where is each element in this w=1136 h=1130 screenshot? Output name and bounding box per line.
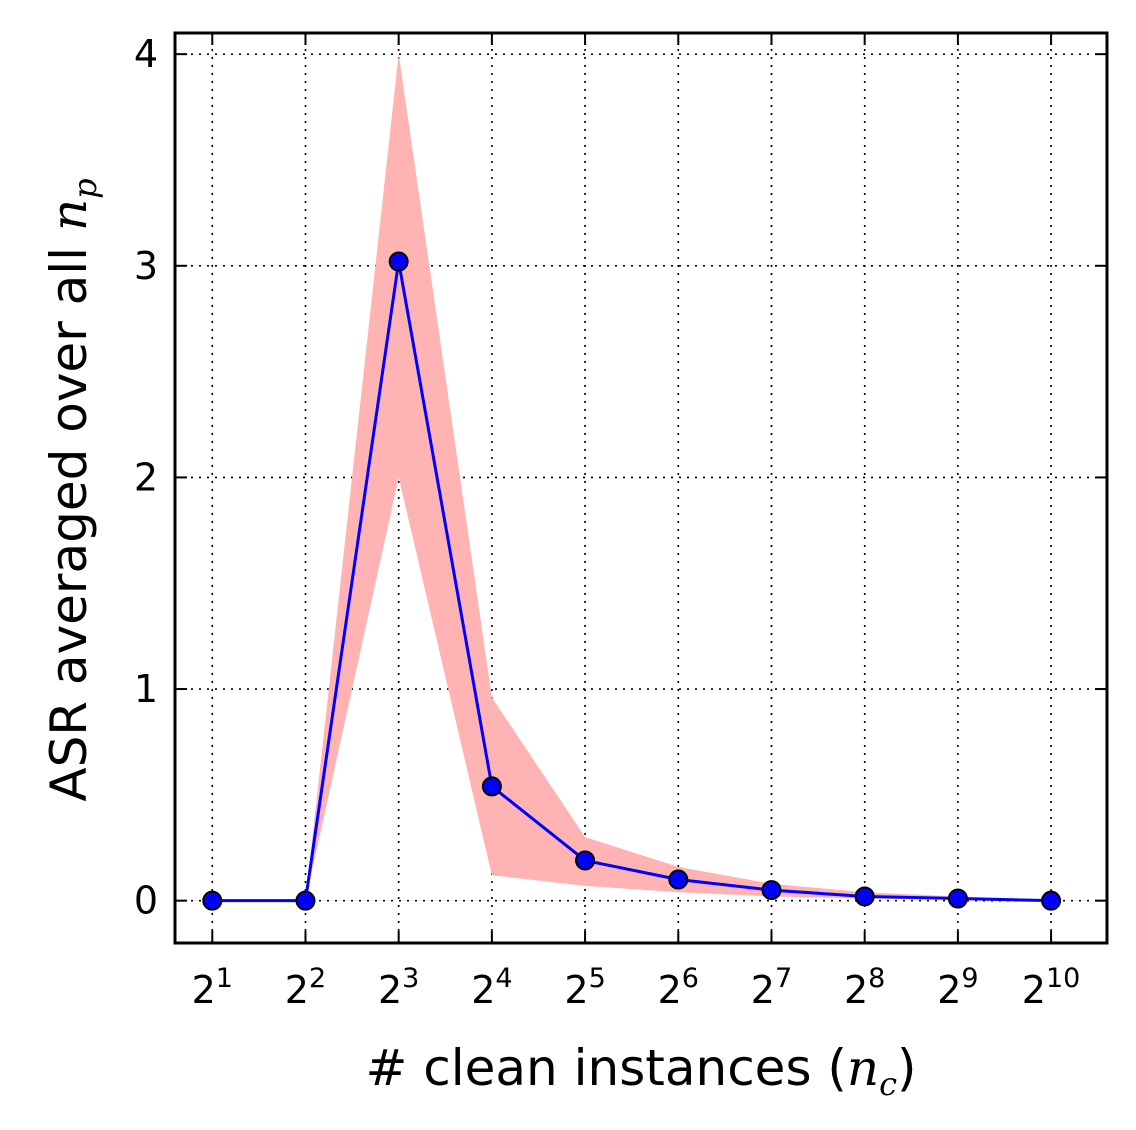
x-axis-label: # clean instances (nc) — [365, 1039, 916, 1103]
x-tick-label: 21 — [192, 963, 233, 1012]
y-tick-label: 3 — [134, 244, 158, 288]
y-tick-labels: 0 1 2 3 4 — [134, 32, 158, 923]
x-tick-label: 23 — [378, 963, 419, 1012]
data-point — [668, 869, 689, 890]
y-axis-label: ASR averaged over all np — [40, 178, 104, 801]
y-tick-label: 0 — [134, 879, 158, 923]
grid-lines — [175, 33, 1107, 943]
axis-ticks — [175, 33, 1107, 943]
data-point — [295, 890, 316, 911]
data-point — [202, 890, 223, 911]
data-line — [212, 261, 1052, 903]
x-tick-label: 22 — [285, 963, 326, 1012]
y-tick-label: 4 — [134, 32, 158, 76]
data-point — [947, 888, 968, 909]
x-tick-label: 24 — [471, 963, 512, 1012]
data-point — [761, 880, 782, 901]
data-point — [575, 850, 596, 871]
x-tick-label: 29 — [937, 963, 978, 1012]
x-tick-label: 25 — [564, 963, 605, 1012]
y-tick-label: 1 — [134, 667, 158, 711]
error-band — [212, 54, 1052, 901]
data-point — [1041, 890, 1062, 911]
series-line — [212, 261, 1052, 903]
series-markers — [202, 251, 1062, 911]
y-tick-label: 2 — [134, 455, 158, 499]
confidence-band — [212, 54, 1052, 901]
data-point — [388, 251, 409, 272]
x-tick-label: 27 — [751, 963, 792, 1012]
x-tick-label: 28 — [844, 963, 885, 1012]
data-point — [481, 776, 502, 797]
x-tick-labels: 21 22 23 24 25 26 27 28 29 210 — [192, 963, 1081, 1012]
x-tick-label: 26 — [658, 963, 699, 1012]
data-point — [854, 886, 875, 907]
x-tick-label: 210 — [1022, 963, 1081, 1012]
plot-frame — [173, 31, 1109, 945]
